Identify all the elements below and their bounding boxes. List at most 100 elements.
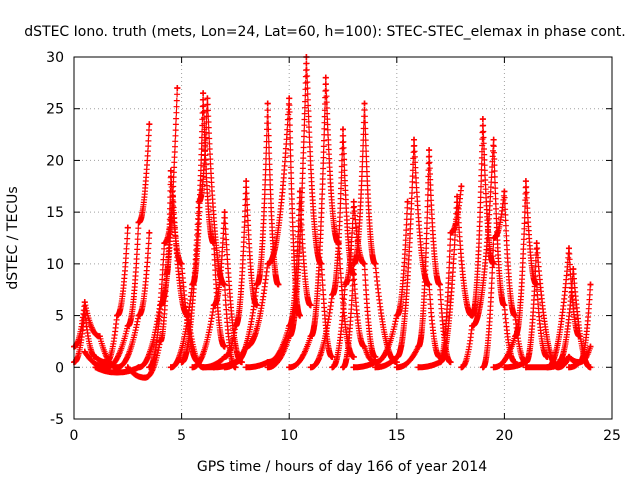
data-point: [195, 198, 202, 205]
data-point: [124, 364, 131, 371]
data-point: [361, 100, 368, 107]
data-point: [114, 312, 121, 319]
data-point: [286, 95, 293, 102]
data-point: [350, 353, 357, 360]
data-point: [404, 198, 411, 205]
x-axis-label: GPS time / hours of day 166 of year 2014: [197, 459, 487, 475]
data-point: [501, 188, 508, 195]
data-point: [124, 322, 131, 329]
data-point: [124, 224, 131, 231]
axis-ticks: 0 5 10 15 20 25 -5 0 5 10 15 20 25 30: [46, 50, 621, 444]
data-point: [114, 369, 121, 376]
data-point: [587, 364, 594, 371]
data-point: [372, 359, 379, 366]
data-point: [232, 322, 239, 329]
data-point: [204, 95, 211, 102]
data-point: [544, 364, 551, 371]
data-point: [161, 240, 168, 247]
data-point: [361, 260, 368, 267]
data-point: [189, 364, 196, 371]
y-tick-label: -5: [50, 412, 64, 428]
series-pass-25: [479, 188, 529, 371]
data-point: [458, 183, 465, 190]
data-point: [167, 167, 174, 174]
x-tick-label: 20: [495, 428, 513, 444]
x-tick-label: 10: [280, 428, 298, 444]
data-point: [275, 281, 282, 288]
data-point: [426, 281, 433, 288]
data-point: [522, 178, 529, 185]
series-pass-04: [92, 85, 181, 376]
data-point: [479, 364, 486, 371]
data-point: [372, 353, 379, 360]
data-point: [243, 364, 250, 371]
data-point: [221, 209, 228, 216]
series-pass-03: [81, 121, 153, 371]
data-point: [167, 364, 174, 371]
series-pass-08: [178, 95, 239, 371]
data-point: [146, 364, 153, 371]
data-point: [135, 364, 142, 371]
data-point: [210, 364, 217, 371]
data-point: [178, 260, 185, 267]
data-point: [490, 235, 497, 241]
data-point: [92, 364, 99, 371]
data-point: [415, 343, 422, 350]
data-point: [447, 229, 454, 236]
data-point: [555, 359, 562, 366]
data-point: [329, 364, 336, 371]
data-point: [469, 312, 476, 319]
data-point: [490, 364, 497, 371]
series-pass-15: [286, 74, 357, 371]
data-point: [169, 193, 176, 200]
series-pass-24: [458, 136, 519, 371]
data-point: [307, 302, 314, 309]
data-point: [221, 353, 228, 360]
data-point: [243, 178, 250, 185]
y-tick-label: 25: [46, 102, 64, 118]
data-point: [81, 299, 88, 306]
data-point: [322, 74, 329, 81]
data-point: [307, 364, 314, 371]
series-pass-30: [555, 266, 594, 371]
data-point: [350, 198, 357, 205]
data-point: [340, 364, 346, 371]
data-point: [361, 343, 368, 350]
data-point: [454, 193, 461, 200]
data-point: [174, 85, 181, 92]
data-point: [436, 281, 443, 288]
data-point: [96, 333, 103, 340]
data-point: [565, 353, 572, 360]
data-point: [479, 116, 486, 123]
series-pass-18: [340, 100, 400, 371]
data-point: [142, 374, 149, 381]
x-tick-label: 15: [388, 428, 406, 444]
data-point: [512, 333, 519, 340]
data-point: [522, 359, 529, 366]
data-point: [565, 364, 572, 371]
data-point: [533, 240, 540, 247]
x-tick-label: 5: [177, 428, 186, 444]
data-point: [114, 364, 121, 371]
data-point: [522, 364, 529, 371]
data-point: [342, 281, 349, 288]
data-point: [350, 260, 357, 267]
data-point: [501, 364, 508, 371]
data-point: [372, 364, 379, 371]
chart-title: dSTEC Iono. truth (mets, Lon=24, Lat=60,…: [24, 24, 625, 40]
series-pass-09: [189, 209, 245, 371]
data-point: [576, 359, 583, 366]
x-tick-label: 0: [70, 428, 79, 444]
data-point: [146, 229, 153, 236]
data-point: [565, 245, 572, 252]
data-point: [469, 322, 476, 329]
data-point: [157, 338, 164, 345]
data-point: [415, 364, 422, 371]
data-point: [587, 343, 594, 350]
series-pass-20: [372, 136, 443, 371]
data-point: [221, 281, 228, 288]
data-point: [393, 364, 400, 371]
data-point: [411, 136, 418, 143]
data-point: [178, 359, 185, 366]
data-point: [350, 364, 357, 371]
